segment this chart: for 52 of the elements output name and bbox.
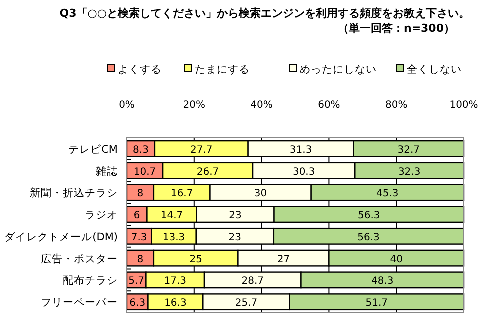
- x-tick-label: 40%: [250, 100, 273, 111]
- data-label: 8: [137, 188, 144, 200]
- data-label: 56.3: [358, 210, 380, 222]
- legend-label: よくする: [118, 64, 162, 76]
- data-label: 27: [277, 254, 290, 266]
- data-label: 5.7: [128, 276, 145, 288]
- data-label: 8: [137, 254, 144, 266]
- legend-label: たまにする: [195, 64, 250, 76]
- y-tick-label: ダイレクトメール(DM): [4, 231, 118, 244]
- y-tick-label: 新聞・折込チラシ: [30, 186, 118, 200]
- data-label: 32.7: [398, 144, 420, 156]
- legend-label: 全くしない: [407, 64, 462, 76]
- data-label: 23: [228, 232, 242, 244]
- chart-title: Q3「○○と検索してください」から検索エンジンを利用する頻度をお教え下さい。: [60, 7, 470, 20]
- data-label: 16.3: [164, 298, 187, 310]
- data-label: 16.7: [170, 188, 194, 200]
- data-label: 40: [390, 254, 403, 266]
- data-label: 32.3: [398, 166, 421, 178]
- data-label: 45.3: [376, 188, 399, 200]
- x-tick-label: 0%: [119, 100, 135, 111]
- y-tick-label: 配布チラシ: [63, 275, 118, 288]
- data-label: 7.3: [131, 232, 148, 244]
- y-tick-label: フリーペーパー: [41, 297, 118, 310]
- data-label: 30.3: [292, 166, 316, 178]
- x-tick-label: 80%: [385, 100, 408, 111]
- x-tick-label: 100%: [450, 100, 478, 111]
- legend-label: めったにしない: [300, 64, 377, 76]
- data-label: 14.7: [160, 210, 184, 222]
- data-label: 25: [190, 254, 202, 266]
- y-tick-label: テレビCM: [68, 144, 118, 156]
- y-tick-label: 広告・ポスター: [41, 252, 118, 266]
- data-label: 17.3: [164, 276, 186, 288]
- x-tick-label: 20%: [183, 100, 206, 111]
- x-tick-label: 60%: [318, 100, 340, 111]
- y-tick-label: 雑誌: [96, 164, 118, 178]
- data-label: 13.3: [162, 232, 186, 244]
- data-label: 27.7: [190, 144, 213, 156]
- data-label: 23: [229, 210, 242, 222]
- data-label: 48.3: [371, 276, 394, 288]
- data-label: 10.7: [134, 166, 156, 178]
- data-label: 6: [134, 210, 140, 222]
- data-label: 56.3: [358, 232, 380, 244]
- y-tick-label: ラジオ: [85, 210, 118, 222]
- data-label: 31.3: [290, 144, 312, 156]
- data-label: 30: [254, 188, 268, 200]
- data-label: 28.7: [242, 276, 264, 288]
- data-label: 6.3: [130, 298, 146, 310]
- chart-subtitle: （単一回答：n=300）: [338, 22, 455, 35]
- data-label: 51.7: [366, 298, 388, 310]
- data-label: 26.7: [196, 166, 220, 178]
- data-label: 8.3: [133, 144, 149, 156]
- data-label: 25.7: [235, 298, 258, 310]
